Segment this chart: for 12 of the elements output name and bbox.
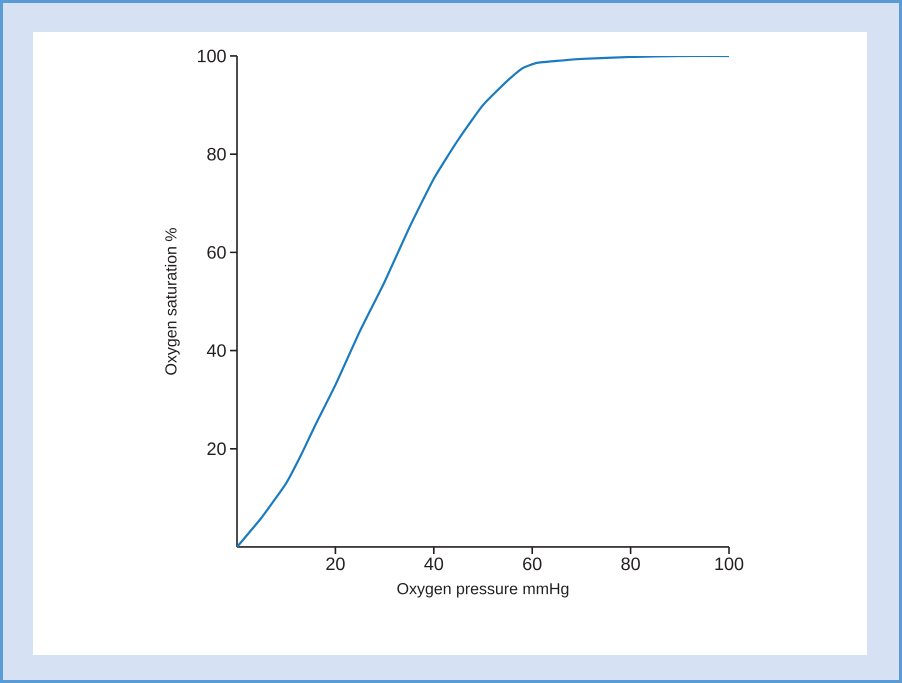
x-axis-title: Oxygen pressure mmHg [397,583,568,598]
x-tick-label: 80 [621,557,640,570]
y-tick-label: 20 [207,442,226,456]
y-tick-label: 40 [206,344,226,357]
x-tick-label: 100 [715,557,744,570]
x-tick-label: 40 [424,557,444,570]
x-tick-label: 60 [523,557,542,570]
y-tick-label: 80 [207,148,226,161]
y-tick-label: 100 [198,50,226,62]
y-axis-title: Oxygen saturation % [164,228,180,375]
y-tick-label: 60 [207,246,226,259]
x-tick-label: 20 [326,557,345,570]
